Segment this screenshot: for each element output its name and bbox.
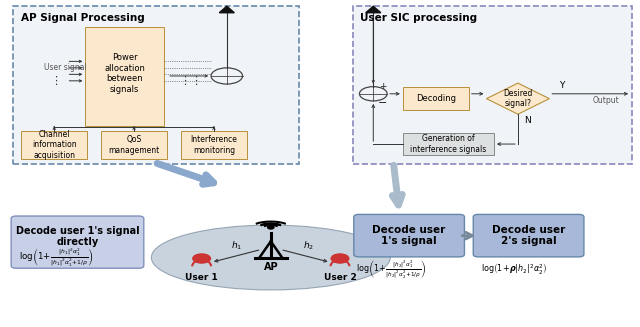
Text: AP: AP	[264, 262, 278, 272]
Text: Output: Output	[593, 96, 620, 105]
FancyBboxPatch shape	[13, 6, 299, 164]
Text: Desired
signal?: Desired signal?	[503, 89, 532, 108]
Polygon shape	[220, 6, 234, 13]
Text: User signal: User signal	[44, 63, 87, 72]
FancyBboxPatch shape	[101, 131, 167, 159]
FancyBboxPatch shape	[353, 6, 632, 164]
Text: ⋮: ⋮	[50, 76, 61, 86]
Text: $\log\!\left(1\!+\!\frac{|h_1|^2\alpha_1^2}{|h_1|^2\alpha_1^2\!+\!1/\rho}\right): $\log\!\left(1\!+\!\frac{|h_1|^2\alpha_1…	[19, 246, 94, 267]
Text: ⋮: ⋮	[190, 76, 201, 86]
Text: User SIC processing: User SIC processing	[360, 13, 477, 23]
Text: ⋮: ⋮	[179, 76, 190, 86]
FancyBboxPatch shape	[181, 131, 247, 159]
FancyBboxPatch shape	[473, 215, 584, 257]
FancyBboxPatch shape	[354, 215, 465, 257]
FancyBboxPatch shape	[85, 27, 164, 126]
Text: Decode user 1's signal
directly: Decode user 1's signal directly	[15, 226, 140, 247]
Text: +: +	[379, 82, 387, 91]
Text: Decoding: Decoding	[416, 94, 456, 103]
FancyBboxPatch shape	[11, 216, 144, 268]
Circle shape	[193, 254, 211, 263]
Circle shape	[268, 226, 274, 229]
Text: Decode user
2's signal: Decode user 2's signal	[492, 225, 565, 247]
Text: User 1: User 1	[185, 273, 218, 283]
Text: QoS
management: QoS management	[108, 135, 160, 155]
FancyBboxPatch shape	[403, 133, 494, 155]
Text: User 2: User 2	[324, 273, 356, 283]
Text: Power
allocation
between
signals: Power allocation between signals	[104, 53, 145, 94]
FancyBboxPatch shape	[403, 87, 469, 110]
Text: Generation of
interference signals: Generation of interference signals	[410, 134, 486, 154]
Text: Y: Y	[559, 81, 564, 90]
Text: −: −	[378, 98, 387, 108]
Polygon shape	[365, 6, 381, 13]
Text: AP Signal Processing: AP Signal Processing	[20, 13, 144, 23]
Ellipse shape	[151, 225, 390, 290]
Text: Channel
information
acquisition: Channel information acquisition	[32, 130, 77, 160]
Text: $h_1$: $h_1$	[230, 240, 242, 252]
Text: Decode user
1's signal: Decode user 1's signal	[372, 225, 445, 247]
Circle shape	[331, 254, 349, 263]
FancyBboxPatch shape	[21, 131, 87, 159]
Text: Interference
monitoring: Interference monitoring	[191, 135, 237, 155]
Text: $\log\!\left(1\!+\!\boldsymbol{\rho}|h_2|^2\alpha_2^2\right)$: $\log\!\left(1\!+\!\boldsymbol{\rho}|h_2…	[481, 261, 548, 276]
Text: $\log\!\left(1\!+\!\frac{|h_2|^2\alpha_1^2}{|h_2|^2\alpha_2^2\!+\!1/\rho}\right): $\log\!\left(1\!+\!\frac{|h_2|^2\alpha_1…	[356, 258, 426, 280]
Text: N: N	[524, 116, 531, 125]
Text: $h_2$: $h_2$	[303, 240, 314, 252]
Polygon shape	[486, 83, 549, 114]
